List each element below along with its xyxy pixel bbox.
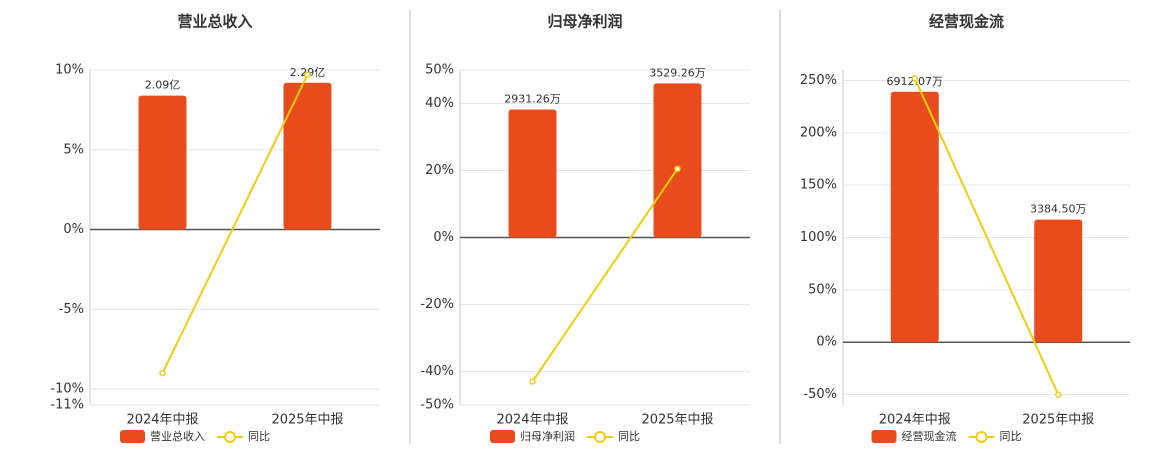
line <box>913 77 1060 395</box>
bar <box>1034 219 1083 343</box>
x-tick-label: 2025年中报 <box>271 413 343 428</box>
line <box>161 74 309 374</box>
line-point <box>529 378 536 385</box>
legend-label: 经营现金流 <box>902 429 957 443</box>
x-tick-label: 2024年中报 <box>126 413 198 428</box>
chart-title: 营业总收入 <box>177 13 252 31</box>
x-tick-label: 2024年中报 <box>496 413 568 428</box>
legend-label: 同比 <box>1000 430 1022 443</box>
bar-label: 3384.50万 <box>1030 203 1087 216</box>
x-tick-label: 2025年中报 <box>641 413 713 428</box>
y-tick-label: -50% <box>803 387 837 402</box>
bar <box>890 91 939 343</box>
y-tick-label: -40% <box>420 364 454 379</box>
y-tick-label: -5% <box>59 302 84 317</box>
y-tick-label: 10% <box>55 63 84 78</box>
y-tick-label: 200% <box>800 125 837 140</box>
x-tick-label: 2025年中报 <box>1022 413 1094 428</box>
legend-label: 营业总收入 <box>150 429 205 443</box>
y-tick-label: 100% <box>800 230 837 245</box>
y-tick-label: 150% <box>800 178 837 193</box>
bar-label: 3529.26万 <box>649 66 706 79</box>
chart-title: 归母净利润 <box>547 13 622 31</box>
y-tick-label: 50% <box>808 282 837 297</box>
legend-marker <box>594 431 606 443</box>
y-tick-label: 5% <box>63 142 84 157</box>
bar-label: 2.09亿 <box>145 79 181 92</box>
y-tick-label: 40% <box>425 96 454 111</box>
y-tick-label: 0% <box>816 335 837 350</box>
chart-title: 经营现金流 <box>929 13 1004 31</box>
bar <box>508 109 557 238</box>
legend-label: 归母净利润 <box>520 429 575 443</box>
line <box>531 168 679 383</box>
line-point <box>911 75 918 82</box>
x-tick-label: 2024年中报 <box>879 413 951 428</box>
bar <box>653 83 702 238</box>
legend-swatch <box>120 430 145 443</box>
legend-marker <box>224 431 236 443</box>
y-tick-label: 0% <box>433 230 454 245</box>
legend-swatch <box>490 430 515 443</box>
legend-label: 同比 <box>618 430 640 443</box>
bar-label: 2931.26万 <box>504 93 561 106</box>
line-point <box>1055 391 1062 398</box>
y-tick-label: 250% <box>800 73 837 88</box>
bar <box>138 95 187 230</box>
line-point <box>159 369 166 377</box>
legend-swatch <box>871 430 897 443</box>
bar <box>283 82 332 230</box>
line-point <box>304 71 311 79</box>
legend-marker <box>975 431 988 443</box>
y-tick-label: -50% <box>420 398 454 413</box>
line-point <box>674 165 681 173</box>
legend-label: 同比 <box>248 430 270 443</box>
y-tick-label: 50% <box>425 63 454 78</box>
y-tick-label: -20% <box>420 297 454 312</box>
y-tick-label: -10% <box>50 382 84 397</box>
y-tick-label: 20% <box>425 163 454 178</box>
y-tick-label: 0% <box>63 222 84 237</box>
y-tick-label: -11% <box>50 398 84 413</box>
